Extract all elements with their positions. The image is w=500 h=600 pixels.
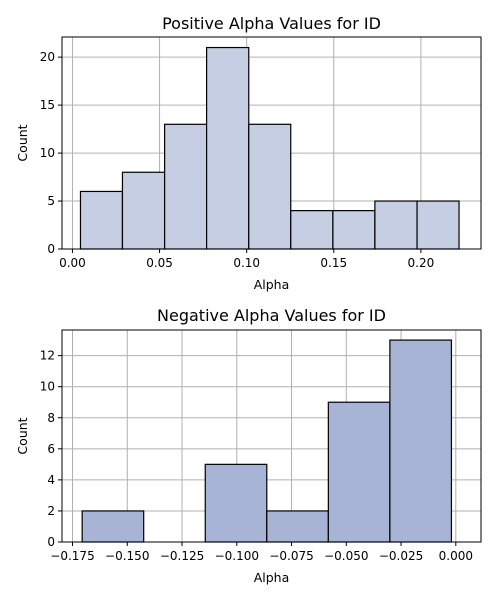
y-tick-label: 8	[47, 411, 55, 425]
y-axis-label: Count	[15, 124, 30, 161]
y-tick-label: 15	[40, 98, 55, 112]
x-tick-label: −0.025	[379, 549, 423, 563]
x-axis-label: Alpha	[254, 277, 290, 292]
chart-title: Negative Alpha Values for ID	[157, 306, 386, 325]
histogram-bar	[416, 200, 460, 250]
y-tick-label: 2	[47, 504, 55, 518]
x-tick-label: −0.050	[324, 549, 368, 563]
histogram-bar	[389, 339, 453, 543]
y-axis-label: Count	[15, 417, 30, 454]
x-tick-label: −0.175	[50, 549, 94, 563]
x-tick-label: 0.20	[408, 256, 435, 270]
x-tick-label: −0.150	[105, 549, 149, 563]
x-tick-label: 0.000	[439, 549, 473, 563]
x-tick-label: −0.075	[269, 549, 313, 563]
y-tick-label: 6	[47, 442, 55, 456]
histogram-bar	[164, 123, 208, 250]
histogram-bar	[290, 210, 334, 250]
y-tick-label: 5	[47, 194, 55, 208]
y-tick-label: 0	[47, 242, 55, 256]
axes-frame	[61, 329, 482, 543]
histogram-bar	[248, 123, 292, 250]
histogram-bar	[327, 401, 391, 543]
x-axis-label: Alpha	[254, 570, 290, 585]
histogram-bar	[121, 171, 166, 250]
x-tick-label: −0.100	[215, 549, 259, 563]
y-tick-label: 10	[40, 146, 55, 160]
y-tick-label: 10	[40, 380, 55, 394]
x-tick-label: 0.00	[59, 256, 86, 270]
histogram-bar	[332, 210, 376, 250]
y-tick-label: 0	[47, 535, 55, 549]
histogram-bar	[206, 46, 250, 250]
x-tick-label: 0.15	[320, 256, 347, 270]
histogram-panel-2: −0.175 −0.150 −0.125 −0.100 −0.075 −0.050 −0.0…	[15, 306, 482, 585]
y-tick-label: 20	[40, 50, 55, 64]
x-tick-label: −0.125	[160, 549, 204, 563]
x-tick-label: 0.05	[146, 256, 173, 270]
axes-frame	[61, 36, 482, 250]
x-tick-label: 0.10	[233, 256, 260, 270]
histogram-bar	[79, 190, 124, 250]
y-tick-label: 4	[47, 473, 55, 487]
histogram-panel-1: 0.00 0.05 0.10 0.15 0.20 0 5 10 15 20 Positive Alp…	[15, 14, 482, 292]
histogram-bar	[81, 510, 145, 543]
histogram-bar	[204, 463, 268, 543]
chart-title: Positive Alpha Values for ID	[162, 14, 381, 33]
histogram-bar	[374, 200, 418, 250]
histogram-bar	[266, 510, 329, 543]
y-tick-label: 12	[40, 349, 55, 363]
